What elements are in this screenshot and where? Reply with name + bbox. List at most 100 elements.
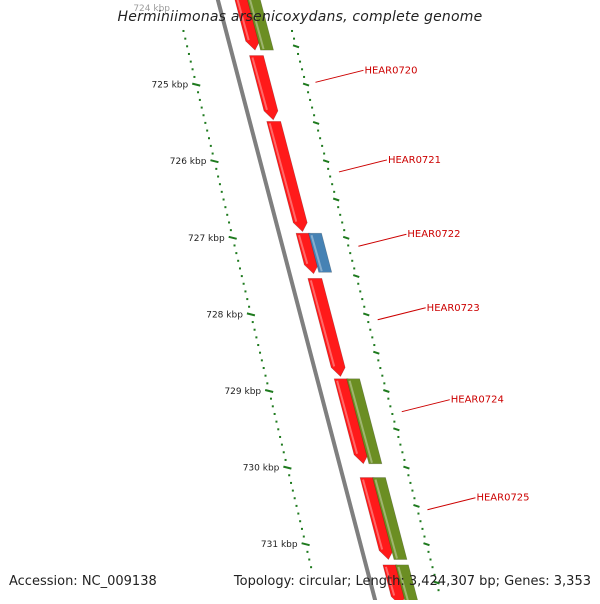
scale-dot: [182, 29, 185, 32]
backbone-line: [215, 0, 379, 604]
outer-scale-dot: [301, 68, 304, 71]
scale-dot: [187, 52, 190, 55]
scale-dot: [297, 512, 300, 515]
outer-scale-tick: [413, 503, 420, 508]
cog-block-cog-0724-highlight: [348, 380, 373, 464]
outer-scale-dot: [369, 328, 372, 331]
gene-label: HEAR0724: [451, 395, 504, 406]
outer-scale-dot: [421, 527, 424, 530]
outer-scale-dot: [339, 213, 342, 216]
cog-block-cog-0719-highlight: [249, 0, 265, 50]
scale-dot: [280, 443, 283, 446]
scale-dot: [288, 474, 291, 477]
scale-dot: [291, 489, 294, 492]
gene-arrow-HEAR0719: [234, 0, 260, 51]
gene-label-leader: [338, 159, 388, 173]
scale-dot: [306, 550, 309, 553]
cog-block-cog-0726-highlight: [397, 566, 410, 604]
gene-label-leader: [427, 497, 476, 511]
scale-dot: [233, 244, 236, 247]
outer-scale-dot: [303, 75, 306, 78]
gene-label: HEAR0725: [476, 493, 529, 504]
gene-arrow-HEAR0720-highlight: [251, 57, 268, 111]
scale-dot: [207, 137, 210, 140]
gene-label-leader: [315, 69, 364, 83]
outer-scale-dot: [399, 443, 402, 446]
scale-dot: [308, 558, 311, 561]
outer-scale-dot: [299, 60, 302, 63]
scale-dot: [275, 420, 278, 423]
scale-dot: [302, 535, 305, 538]
gene-arrow-HEAR0723: [307, 278, 346, 377]
accession-text: Accession: NC_009138: [9, 574, 157, 589]
outer-scale-dot: [337, 206, 340, 209]
outer-scale-tick: [403, 465, 410, 470]
gene-arrow-HEAR0725-highlight: [362, 479, 384, 550]
outer-scale-dot: [379, 367, 382, 370]
outer-scale-dot: [293, 37, 296, 40]
gene-label-leader: [401, 399, 450, 413]
outer-scale-dot: [397, 435, 400, 438]
gene-arrow-HEAR0722-highlight: [298, 234, 309, 265]
outer-scale-dot: [323, 152, 326, 155]
outer-scale-dot: [433, 573, 436, 576]
outer-scale-dot: [373, 344, 376, 347]
scale-tick: [301, 542, 310, 547]
scale-dot: [204, 121, 207, 124]
scale-dot: [184, 37, 187, 40]
scale-dot: [228, 221, 231, 224]
cog-track: [247, 0, 419, 604]
scale-dot: [248, 305, 251, 308]
scale-tick-label: 730 kbp: [243, 464, 280, 474]
gene-label-leader: [377, 307, 426, 321]
gene-arrow-HEAR0726-highlight: [384, 566, 396, 596]
outer-scale-dot: [359, 290, 362, 293]
outer-scale-dot: [409, 481, 412, 484]
outer-scale-dot: [389, 405, 392, 408]
outer-scale-dot: [317, 129, 320, 132]
scale-dot: [293, 497, 296, 500]
scale-dot: [295, 504, 298, 507]
scale-dot: [257, 344, 260, 347]
gene-arrow-HEAR0724-highlight: [336, 380, 359, 455]
outer-scale-dot: [363, 305, 366, 308]
outer-scale-dot: [343, 229, 346, 232]
outer-scale-dot: [411, 489, 414, 492]
scale-dot: [198, 98, 201, 101]
scale-dot: [217, 175, 220, 178]
gene-arrow-HEAR0723-highlight: [309, 280, 336, 367]
scale-tick: [210, 159, 219, 164]
backbone-track: [215, 0, 379, 604]
outer-scale-dot: [357, 282, 360, 285]
scale-dot: [186, 45, 189, 48]
outer-scale-dot: [419, 520, 422, 523]
scale-dot: [209, 144, 212, 147]
outer-scale-dot: [327, 167, 330, 170]
scale-dot: [271, 405, 274, 408]
scale-dot: [215, 167, 218, 170]
outer-scale-tick: [372, 350, 380, 355]
gene-track: [234, 0, 406, 604]
outer-scale-dot: [401, 451, 404, 454]
scale-dot: [220, 190, 223, 193]
outer-scale-dot: [353, 267, 356, 270]
outer-scale-dot: [381, 374, 384, 377]
outer-scale-dot: [377, 359, 380, 362]
outer-scale-dot: [413, 497, 416, 500]
outer-scale-dot: [341, 221, 344, 224]
scale-dot: [238, 267, 241, 270]
cog-block-cog-0722-highlight: [310, 234, 323, 272]
scale-tick-label: 724 kbp: [133, 4, 170, 14]
cog-block-cog-0722: [308, 232, 333, 273]
gene-arrow-HEAR0719-highlight: [236, 0, 250, 41]
cog-block-cog-0719: [247, 0, 274, 51]
outer-scale-dot: [371, 336, 374, 339]
outer-scale-tick: [423, 542, 430, 547]
gene-label: HEAR0723: [427, 303, 480, 314]
outer-scale-tick: [352, 274, 360, 279]
gene-arrow-HEAR0721-highlight: [268, 123, 298, 222]
outer-scale-dot: [387, 397, 390, 400]
cog-block-cog-0725: [372, 477, 408, 560]
scale-dot: [266, 382, 269, 385]
